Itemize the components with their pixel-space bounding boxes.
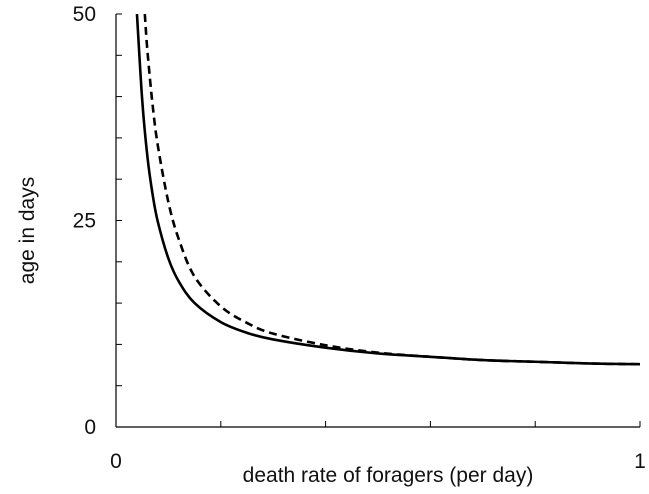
plot-area: 0 25 50 0 1 death rate of foragers (per day) a… [16,3,646,487]
y-tick-label: 0 [84,416,96,439]
series-line-dashed [143,14,640,366]
x-tick-label: 1 [634,450,646,473]
x-axis-label: death rate of foragers (per day) [243,464,534,487]
y-axis-label: age in days [16,177,39,284]
y-tick-label: 25 [73,210,96,233]
y-tick-label: 50 [73,3,96,26]
x-tick-label: 0 [110,450,122,473]
series-line-solid [135,14,640,366]
